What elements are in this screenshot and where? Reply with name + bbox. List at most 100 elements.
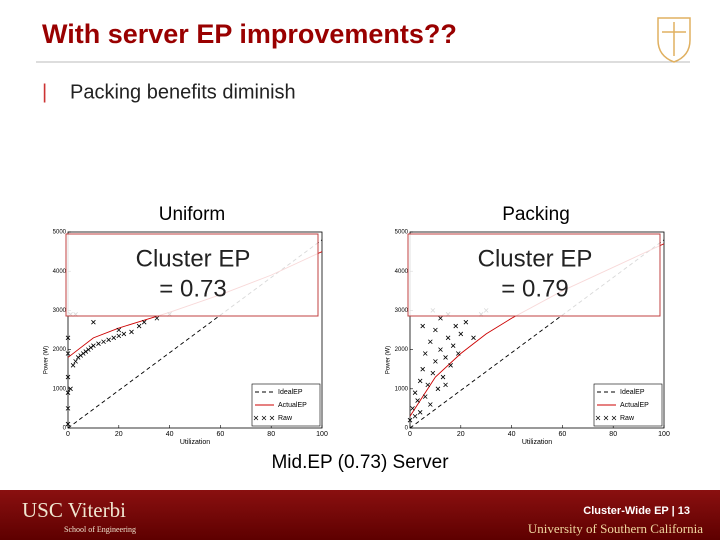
x-tick-label: 0 <box>66 431 70 438</box>
raw-point <box>438 347 443 352</box>
raw-point <box>463 319 469 325</box>
raw-point <box>455 351 461 356</box>
x-tick-label: 80 <box>267 431 275 438</box>
usc-seal <box>657 17 691 63</box>
raw-point <box>80 351 86 356</box>
raw-point <box>129 329 134 335</box>
raw-point <box>425 382 431 388</box>
raw-point <box>116 327 122 333</box>
annotation-text: Cluster EP <box>478 245 593 272</box>
y-tick-label: 1000 <box>395 386 409 392</box>
raw-point <box>154 315 160 321</box>
y-axis-label: Power (W) <box>386 346 392 374</box>
raw-point <box>433 359 438 364</box>
x-tick-label: 40 <box>166 431 174 438</box>
raw-point <box>65 390 71 396</box>
raw-point <box>412 390 418 396</box>
raw-point <box>407 417 413 423</box>
legend-marker <box>611 415 617 421</box>
raw-point <box>415 398 420 403</box>
annotation-box <box>65 233 319 317</box>
raw-point <box>91 319 96 325</box>
y-tick-label: 1000 <box>53 386 67 392</box>
raw-point <box>116 333 122 339</box>
series-line <box>67 239 323 429</box>
raw-point <box>65 351 71 356</box>
legend-marker <box>595 415 601 421</box>
y-tick-label: 2000 <box>395 347 409 353</box>
raw-point <box>428 402 433 407</box>
logo-right: University of Southern California <box>528 521 703 536</box>
raw-point <box>410 406 415 411</box>
raw-point <box>83 349 89 354</box>
y-tick-label: 2000 <box>53 347 67 353</box>
chart-title: Packing <box>502 204 570 225</box>
raw-point <box>68 386 73 392</box>
slide-title: With server EP improvements?? <box>42 19 457 49</box>
legend-label: IdealEP <box>620 389 645 396</box>
annotation-text: = 0.73 <box>159 275 226 302</box>
raw-point <box>65 421 71 427</box>
y-tick-label: 4000 <box>395 269 409 275</box>
raw-point <box>428 339 433 345</box>
legend-label: ActualEP <box>278 402 307 409</box>
y-tick-label: 5000 <box>53 230 67 236</box>
x-tick-label: 0 <box>408 431 412 438</box>
plot-frame <box>409 231 665 429</box>
raw-point <box>440 374 446 380</box>
y-axis-label: Power (W) <box>44 346 50 374</box>
bullet-marker: | <box>42 81 47 103</box>
raw-point <box>106 337 111 343</box>
legend-label: ActualEP <box>620 402 649 409</box>
raw-point <box>65 374 71 380</box>
raw-point <box>96 341 101 347</box>
logo-left: USC Viterbi <box>22 498 126 522</box>
raw-point <box>136 323 142 329</box>
raw-point <box>458 331 464 337</box>
footer-page: Cluster-Wide EP | 13 <box>583 505 690 517</box>
legend-label: Raw <box>620 415 635 422</box>
legend-marker <box>253 415 259 421</box>
raw-point <box>448 362 453 368</box>
legend-marker <box>261 415 267 421</box>
y-tick-label: 4000 <box>53 269 67 275</box>
caption: Mid.EP (0.73) Server <box>271 452 449 473</box>
logo-left-sub: School of Engineering <box>64 525 136 534</box>
x-axis-label: Utilization <box>522 439 552 446</box>
x-tick-label: 40 <box>508 431 516 438</box>
annotation-text: Cluster EP <box>136 245 251 272</box>
raw-point <box>78 353 83 358</box>
x-axis-label: Utilization <box>180 439 210 446</box>
y-tick-label: 5000 <box>395 230 409 236</box>
raw-point <box>450 343 456 348</box>
raw-point <box>91 343 96 348</box>
raw-point <box>88 345 94 350</box>
annotation-box <box>407 233 661 317</box>
raw-point <box>101 339 106 345</box>
raw-point <box>75 355 81 360</box>
raw-point <box>70 362 76 368</box>
raw-point <box>435 386 441 392</box>
raw-point <box>86 347 91 352</box>
legend-marker <box>603 415 609 421</box>
legend-label: Raw <box>278 415 293 422</box>
x-tick-label: 20 <box>457 431 465 438</box>
footer-bar <box>0 490 720 540</box>
raw-point <box>443 355 448 360</box>
raw-point <box>417 410 423 415</box>
raw-point <box>73 359 78 364</box>
raw-point <box>65 335 71 341</box>
y-tick-label: 0 <box>405 426 409 432</box>
raw-point <box>438 315 443 321</box>
x-tick-label: 100 <box>658 431 670 438</box>
raw-point <box>433 327 438 333</box>
raw-point <box>417 378 423 384</box>
raw-point <box>443 382 448 388</box>
x-tick-label: 60 <box>217 431 225 438</box>
bullet-text: Packing benefits diminish <box>70 81 296 103</box>
raw-point <box>420 366 425 372</box>
x-tick-label: 60 <box>559 431 567 438</box>
